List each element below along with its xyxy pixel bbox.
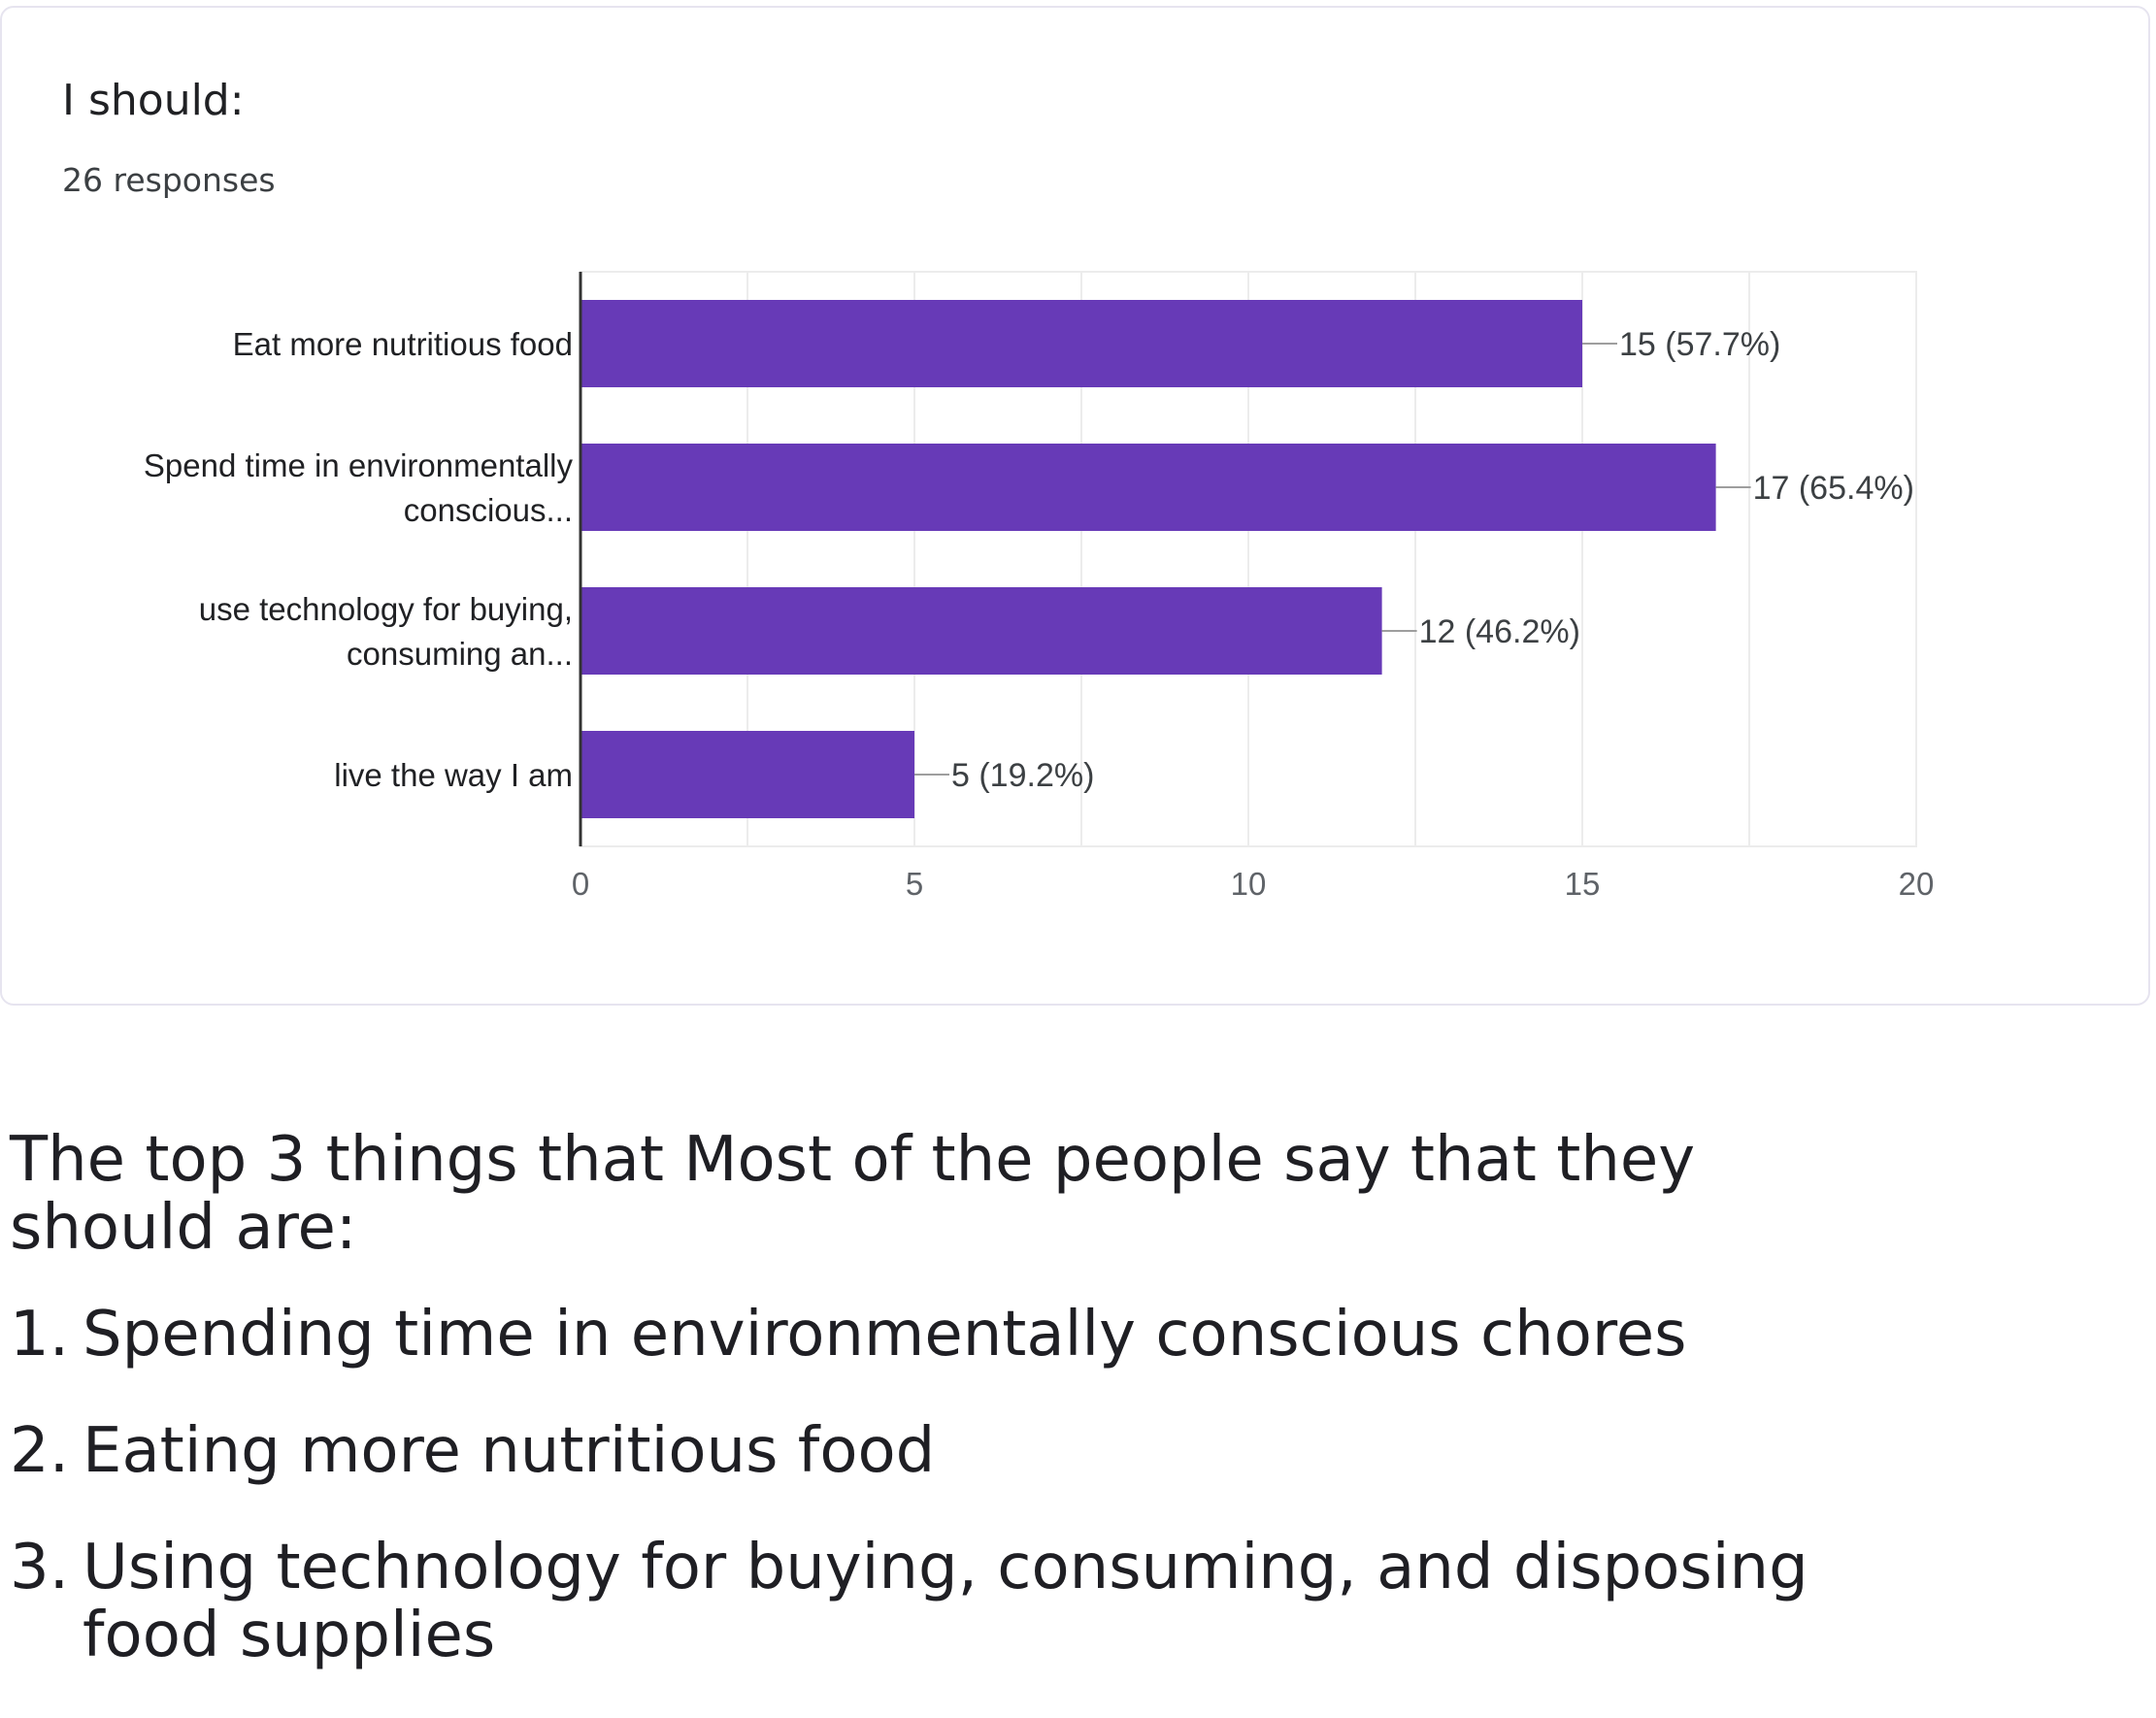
summary-intro: The top 3 things that Most of the people… — [10, 1124, 1696, 1264]
category-label: Eat more nutritious food — [233, 326, 573, 362]
bar — [580, 731, 914, 818]
x-tick-label: 5 — [906, 866, 923, 902]
x-tick-label: 20 — [1899, 866, 1935, 902]
x-tick-label: 10 — [1231, 866, 1267, 902]
summary-section: The top 3 things that Most of the people… — [10, 1126, 2126, 1718]
bar-value-label: 17 (65.4%) — [1753, 470, 1914, 507]
bar-value-label: 12 (46.2%) — [1419, 613, 1580, 650]
list-item-text: Spending time in environmentally conscio… — [83, 1299, 1687, 1371]
list-item: 2. Eating more nutritious food — [10, 1417, 2126, 1485]
summary-list: 1. Spending time in environmentally cons… — [10, 1301, 2126, 1669]
category-label: Spend time in environmentally — [144, 447, 574, 483]
category-label: consuming an... — [347, 636, 573, 672]
bar — [580, 300, 1582, 387]
category-label: live the way I am — [334, 757, 573, 793]
bar — [580, 444, 1716, 531]
chart-card: I should: 26 responses 15 (57.7%) Eat mor… — [0, 6, 2150, 1006]
list-item-number: 2. — [10, 1415, 70, 1487]
bar-chart: 15 (57.7%) Eat more nutritious food 17 (65… — [144, 271, 1935, 902]
list-item-text: Eating more nutritious food — [83, 1415, 936, 1487]
list-item-number: 1. — [10, 1299, 70, 1371]
category-label: use technology for buying, — [199, 591, 573, 627]
response-count: 26 responses — [62, 161, 276, 199]
list-item-text: Using technology for buying, consuming, … — [83, 1532, 1808, 1671]
bar-value-label: 5 (19.2%) — [951, 757, 1094, 794]
bar — [580, 587, 1382, 675]
x-tick-label: 0 — [572, 866, 589, 902]
list-item: 3. Using technology for buying, consumin… — [10, 1534, 2126, 1669]
category-label: conscious... — [404, 492, 573, 528]
chart-title: I should: — [62, 76, 245, 125]
x-tick-label: 15 — [1565, 866, 1601, 902]
list-item-number: 3. — [10, 1532, 70, 1603]
bar-value-label: 15 (57.7%) — [1619, 326, 1780, 363]
list-item: 1. Spending time in environmentally cons… — [10, 1301, 2126, 1369]
